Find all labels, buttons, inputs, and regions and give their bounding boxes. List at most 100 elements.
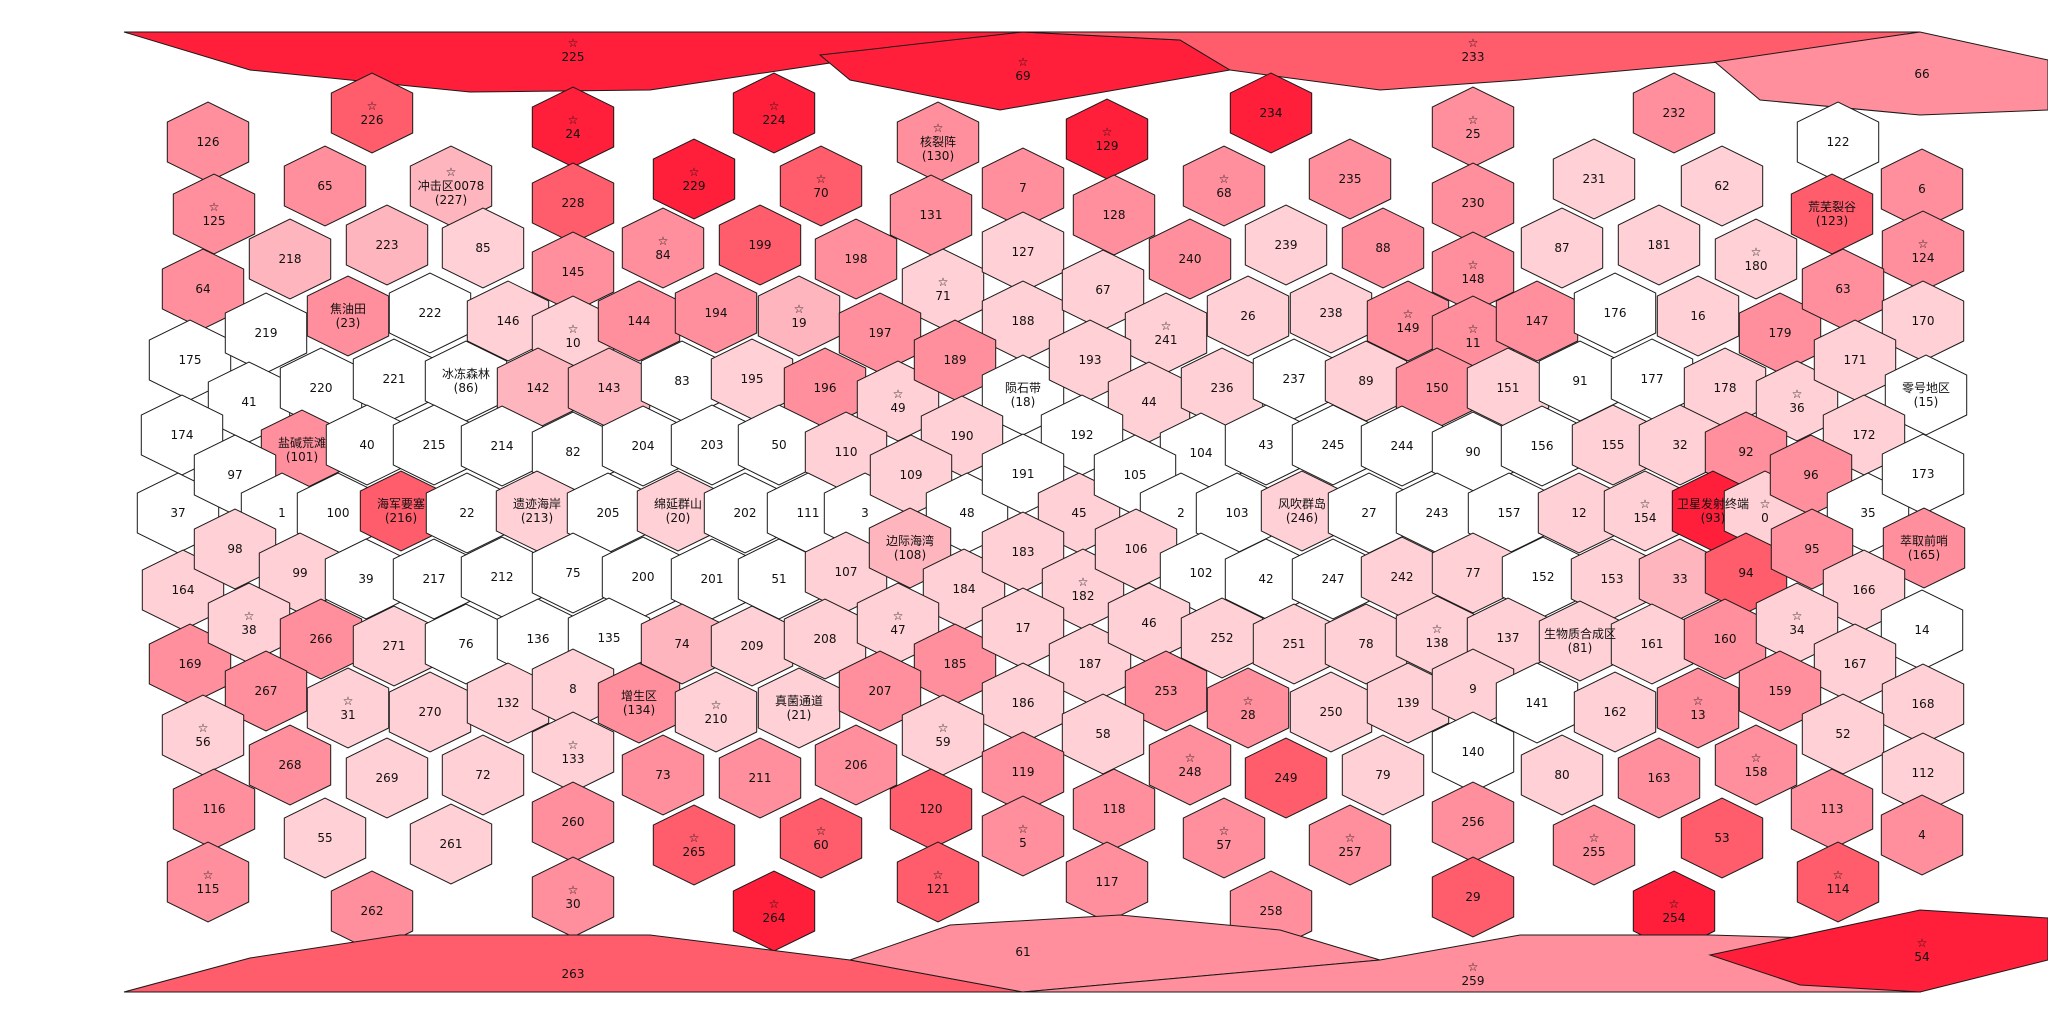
map-cell-53[interactable] — [1680, 797, 1764, 879]
map-cell-266[interactable] — [279, 598, 363, 680]
map-cell-label-193: 193 — [1079, 353, 1102, 367]
map-cell-65[interactable] — [283, 145, 367, 227]
map-cell-5[interactable] — [981, 795, 1065, 877]
map-cell-255[interactable] — [1552, 804, 1636, 886]
map-cell-207[interactable] — [838, 650, 922, 732]
map-cell-210[interactable] — [674, 671, 758, 753]
map-cell-162[interactable] — [1573, 671, 1657, 753]
cell-name: 136 — [527, 632, 550, 646]
map-cell-label-169: 169 — [179, 657, 202, 671]
map-cell-73[interactable] — [621, 734, 705, 816]
map-cell-label-197: 197 — [869, 326, 892, 340]
map-cell-28[interactable] — [1206, 667, 1290, 749]
map-cell-218[interactable] — [248, 218, 332, 300]
map-cell-199[interactable] — [718, 204, 802, 286]
map-cell-226[interactable] — [330, 72, 414, 154]
map-cell-231[interactable] — [1552, 138, 1636, 220]
map-cell-211[interactable] — [718, 737, 802, 819]
map-cell-98[interactable] — [193, 508, 277, 590]
map-cell-261[interactable] — [409, 803, 493, 885]
map-cell-257[interactable] — [1308, 804, 1392, 886]
map-cell-79[interactable] — [1341, 734, 1425, 816]
map-cell-198[interactable] — [814, 218, 898, 300]
map-cell-label-237: 237 — [1283, 372, 1306, 386]
map-cell-26[interactable] — [1206, 275, 1290, 357]
map-cell-114[interactable] — [1796, 841, 1880, 923]
map-cell-70[interactable] — [779, 145, 863, 227]
map-cell-88[interactable] — [1341, 207, 1425, 289]
star-icon: ☆ — [1468, 36, 1479, 50]
star-icon: ☆ — [1918, 237, 1929, 251]
map-cell-57[interactable] — [1182, 797, 1266, 879]
map-cell-248[interactable] — [1148, 724, 1232, 806]
map-cell-224[interactable] — [732, 72, 816, 154]
map-cell-80[interactable] — [1520, 734, 1604, 816]
map-cell-141[interactable] — [1495, 662, 1579, 744]
map-cell-4[interactable] — [1880, 794, 1964, 876]
map-cell-267[interactable] — [224, 650, 308, 732]
map-cell-66[interactable] — [1713, 31, 2048, 116]
map-cell-19[interactable] — [757, 275, 841, 357]
cell-name: 247 — [1322, 572, 1345, 586]
cell-name: 195 — [741, 372, 764, 386]
map-cell-29[interactable] — [1431, 856, 1515, 938]
map-cell-235[interactable] — [1308, 138, 1392, 220]
map-cell-214[interactable] — [460, 405, 544, 487]
map-cell-label-33: 33 — [1672, 572, 1687, 586]
map-cell-54[interactable] — [1708, 909, 2048, 993]
map-cell-165[interactable] — [1882, 507, 1966, 589]
map-cell-68[interactable] — [1182, 145, 1266, 227]
map-cell-238[interactable] — [1289, 272, 1373, 354]
map-cell-31[interactable] — [306, 667, 390, 749]
map-cell-115[interactable] — [166, 841, 250, 923]
map-cell-252[interactable] — [1180, 597, 1264, 679]
map-cell-268[interactable] — [248, 724, 332, 806]
cell-name: 生物质合成区 — [1544, 626, 1616, 641]
cell-name: 151 — [1497, 381, 1520, 395]
map-cell-181[interactable] — [1617, 204, 1701, 286]
map-cell-149[interactable] — [1366, 280, 1450, 362]
map-cell-163[interactable] — [1617, 737, 1701, 819]
cell-name: 209 — [741, 639, 764, 653]
map-cell-194[interactable] — [674, 272, 758, 354]
map-cell-222[interactable] — [388, 272, 472, 354]
map-cell-249[interactable] — [1244, 737, 1328, 819]
map-cell-146[interactable] — [466, 280, 550, 362]
map-cell-121[interactable] — [896, 841, 980, 923]
map-cell-158[interactable] — [1714, 724, 1798, 806]
map-cell-240[interactable] — [1148, 218, 1232, 300]
map-cell-55[interactable] — [283, 797, 367, 879]
map-cell-223[interactable] — [345, 204, 429, 286]
map-cell-253[interactable] — [1124, 650, 1208, 732]
cell-name: 37 — [170, 506, 185, 520]
map-cell-232[interactable] — [1632, 72, 1716, 154]
map-cell-159[interactable] — [1738, 650, 1822, 732]
map-cell-label-53: 53 — [1714, 831, 1729, 845]
star-icon: ☆ — [893, 609, 904, 623]
map-cell-13[interactable] — [1656, 667, 1740, 749]
map-cell-label-160: 160 — [1714, 632, 1737, 646]
map-cell-229[interactable] — [652, 138, 736, 220]
map-cell-60[interactable] — [779, 797, 863, 879]
map-cell-180[interactable] — [1714, 218, 1798, 300]
map-cell-label-104: 104 — [1190, 446, 1213, 460]
map-cell-label-257: ☆257 — [1339, 831, 1362, 859]
map-cell-72[interactable] — [441, 734, 525, 816]
map-cell-269[interactable] — [345, 737, 429, 819]
map-cell-62[interactable] — [1680, 145, 1764, 227]
map-cell-label-120: 120 — [920, 802, 943, 816]
map-cell-84[interactable] — [621, 207, 705, 289]
map-cell-87[interactable] — [1520, 207, 1604, 289]
map-cell-85[interactable] — [441, 207, 525, 289]
map-cell-label-60: ☆60 — [813, 824, 828, 852]
map-cell-23[interactable] — [306, 275, 390, 357]
map-cell-244[interactable] — [1360, 405, 1444, 487]
map-cell-176[interactable] — [1573, 272, 1657, 354]
cell-name: 138 — [1426, 636, 1449, 650]
map-cell-234[interactable] — [1229, 72, 1313, 154]
map-cell-134[interactable] — [597, 662, 681, 744]
map-cell-16[interactable] — [1656, 275, 1740, 357]
map-cell-265[interactable] — [652, 804, 736, 886]
map-cell-206[interactable] — [814, 724, 898, 806]
map-cell-239[interactable] — [1244, 204, 1328, 286]
